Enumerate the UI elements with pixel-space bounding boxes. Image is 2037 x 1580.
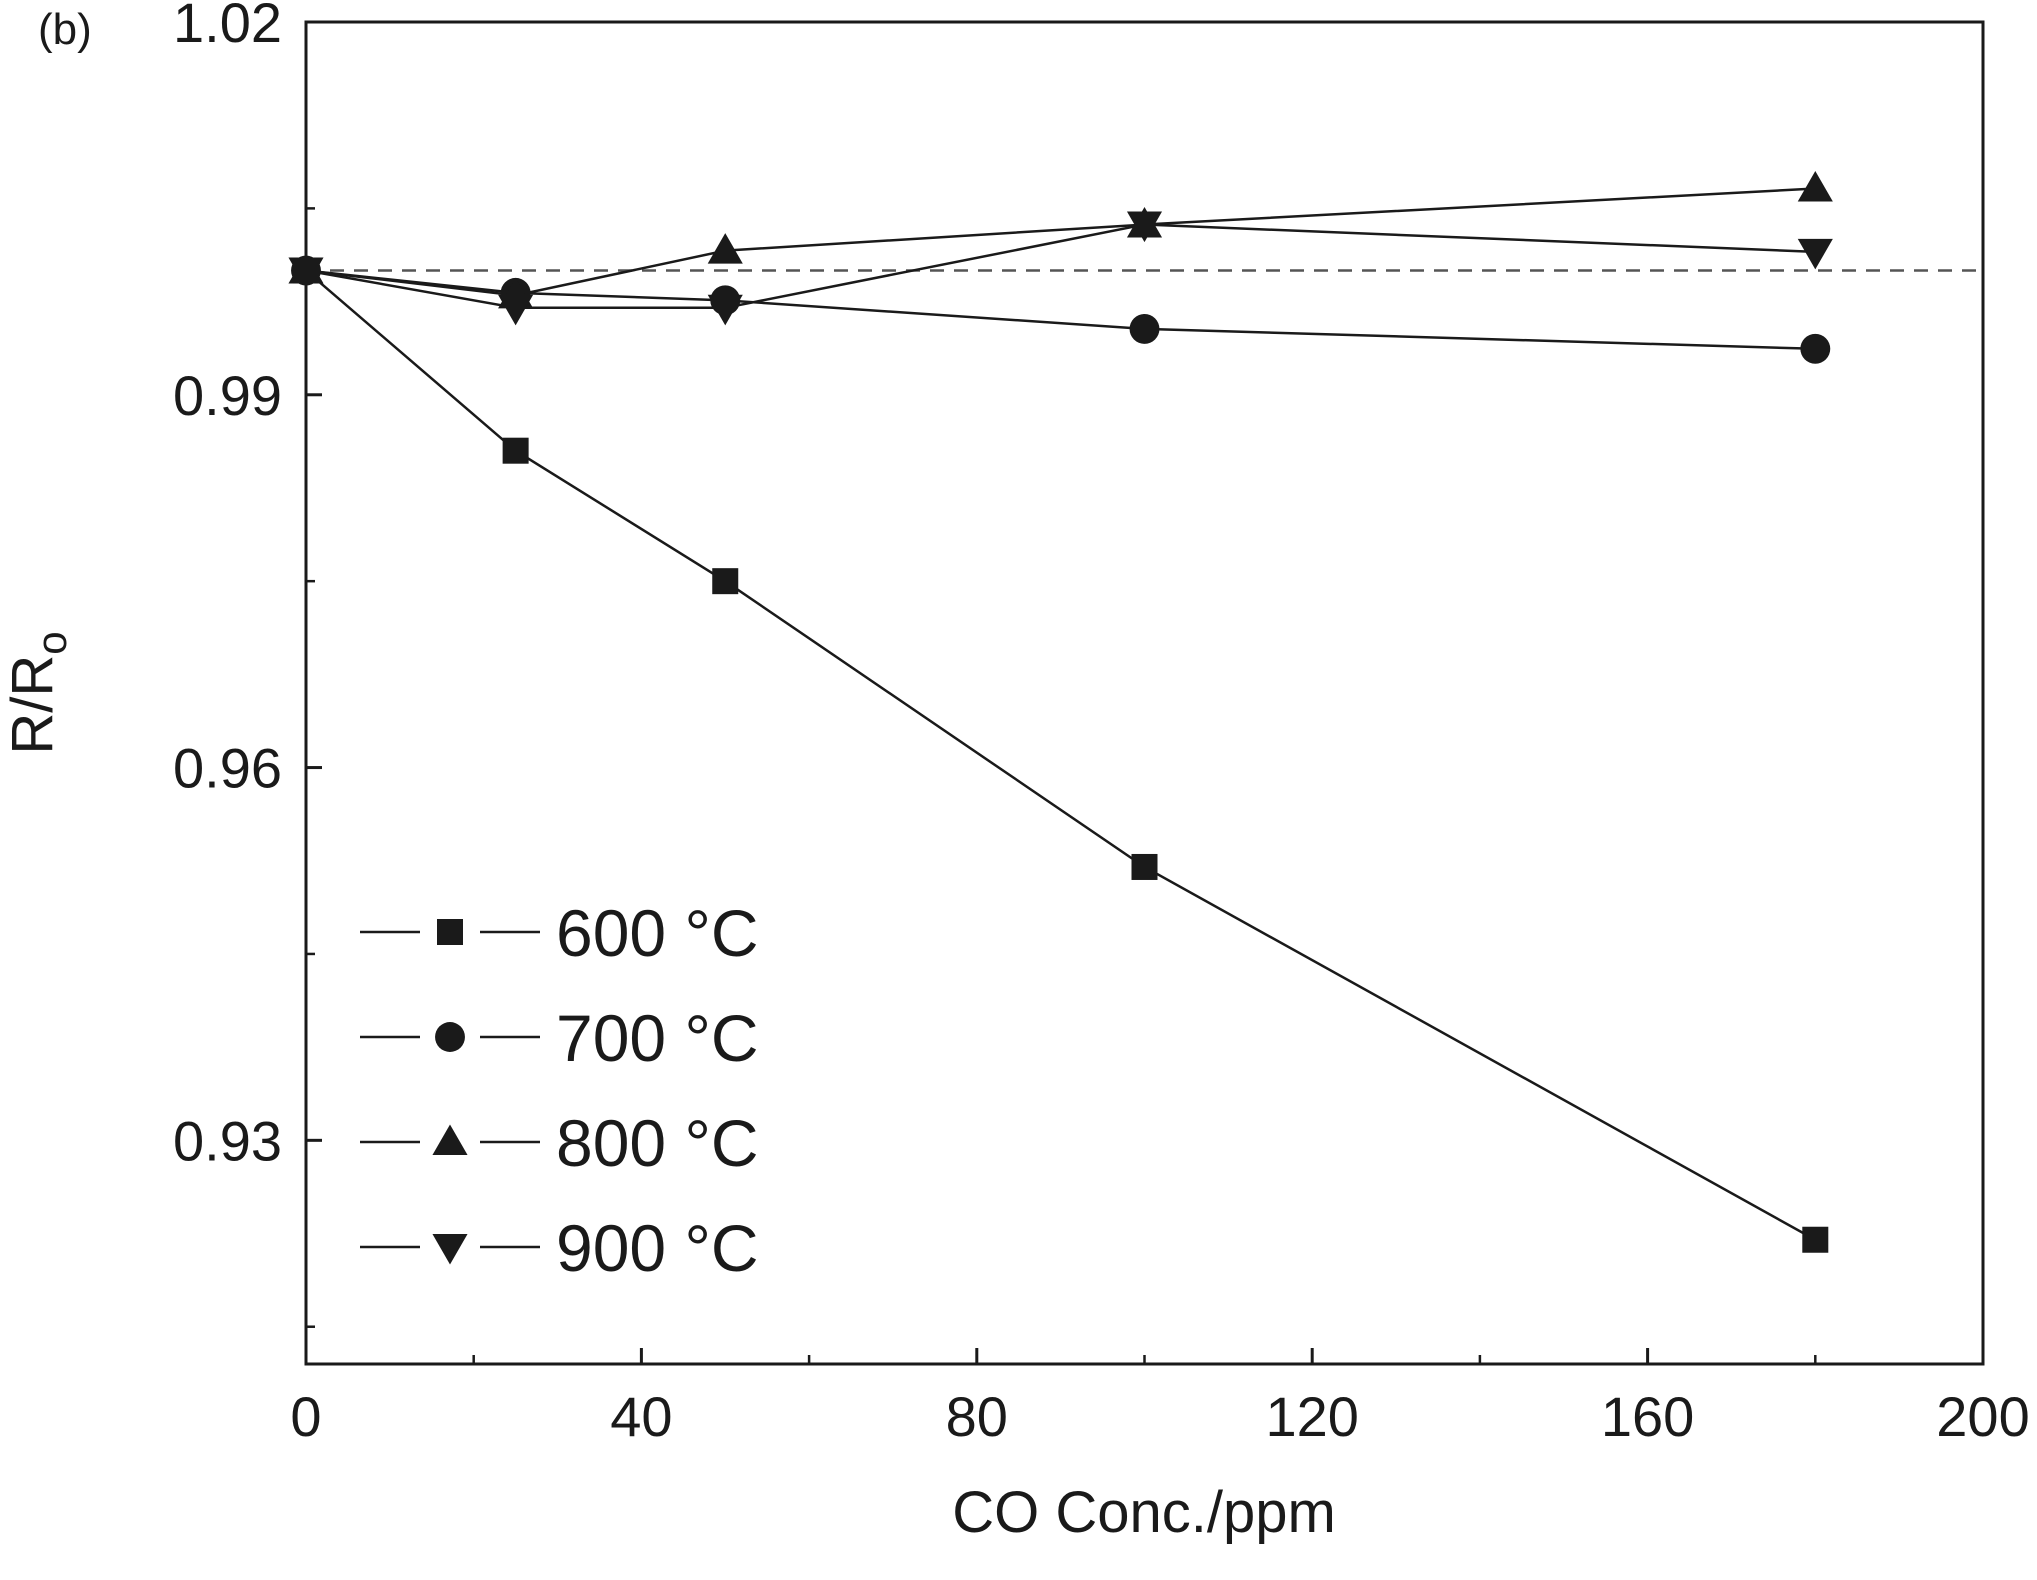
- y-axis-title-main: R/R: [0, 655, 65, 755]
- legend-label-600: 600 °C: [556, 896, 759, 970]
- y-tick-label-3: 1.02: [173, 0, 282, 54]
- x-tick-label-4: 160: [1601, 1385, 1694, 1448]
- legend-marker-700: [435, 1022, 465, 1052]
- panel-label: (b): [38, 5, 92, 54]
- data-point-800-4: [1797, 170, 1833, 202]
- legend-value-900: 900: [556, 1211, 684, 1285]
- x-tick-label-2: 80: [946, 1385, 1008, 1448]
- legend-label-700: 700 °C: [556, 1001, 759, 1075]
- legend-unit-800: °C: [684, 1106, 758, 1180]
- legend-unit-700: °C: [684, 1001, 758, 1075]
- x-tick-label-1: 40: [610, 1385, 672, 1448]
- series-line-600: [305, 269, 1816, 1241]
- series-line-700: [305, 269, 1816, 351]
- data-point-800-2: [707, 233, 743, 264]
- x-tick-label-3: 120: [1265, 1385, 1358, 1448]
- data-point-600-1: [502, 437, 529, 464]
- data-point-700-3: [1129, 313, 1160, 344]
- y-axis-title-subscript: o: [28, 631, 75, 654]
- x-axis-title: CO Conc./ppm: [952, 1480, 1336, 1545]
- data-point-600-3: [1131, 853, 1158, 880]
- y-axis-title: R/Ro: [0, 631, 75, 754]
- legend-entry-900: 900 °C: [360, 1211, 759, 1285]
- legend-unit-900: °C: [684, 1211, 758, 1285]
- legend-label-800: 800 °C: [556, 1106, 759, 1180]
- y-tick-label-2: 0.99: [173, 364, 282, 427]
- legend-value-600: 600: [556, 896, 684, 970]
- legend-marker-600: [437, 919, 463, 945]
- x-tick-label-0: 0: [290, 1385, 321, 1448]
- data-point-600-4: [1802, 1226, 1829, 1253]
- data-point-700-4: [1800, 333, 1831, 364]
- tick-labels-layer: 0 40 80 120 160 200 0.93 0.96 0.99 1.02: [173, 0, 2030, 1448]
- series-lines-layer: [305, 187, 1816, 1241]
- legend-marker-800: [432, 1124, 468, 1155]
- legend-unit-600: °C: [684, 896, 758, 970]
- legend-entry-800: 800 °C: [360, 1106, 759, 1180]
- legend-value-800: 800: [556, 1106, 684, 1180]
- data-point-900-2: [707, 294, 743, 326]
- legend-value-700: 700: [556, 1001, 684, 1075]
- legend-entry-700: 700 °C: [360, 1001, 759, 1075]
- data-point-900-4: [1797, 238, 1833, 270]
- data-point-900-3: [1126, 211, 1163, 243]
- data-point-600-2: [712, 568, 739, 595]
- legend-entry-600: 600 °C: [360, 896, 759, 970]
- y-tick-label-1: 0.96: [173, 737, 282, 800]
- y-tick-label-0: 0.93: [173, 1109, 282, 1172]
- legend-marker-900: [432, 1234, 468, 1265]
- x-tick-label-5: 200: [1936, 1385, 2029, 1448]
- series-markers-layer: [288, 170, 1833, 1253]
- ticks-layer: [304, 20, 1985, 1364]
- data-point-900-1: [498, 294, 534, 326]
- legend-label-900: 900 °C: [556, 1211, 759, 1285]
